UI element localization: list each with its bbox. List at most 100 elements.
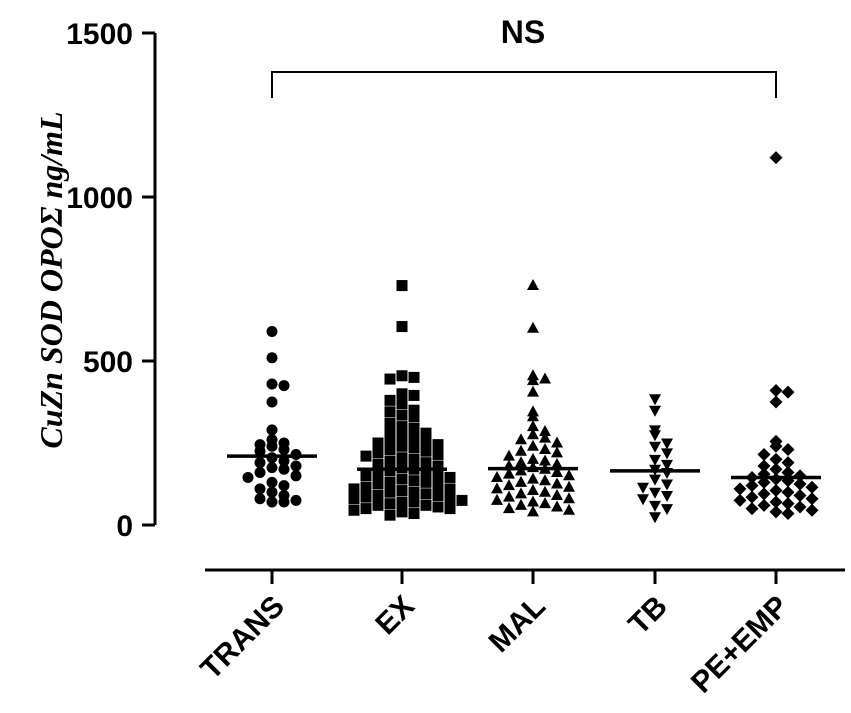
data-point [563, 492, 575, 504]
data-point [769, 439, 783, 453]
data-point [769, 452, 783, 466]
bracket-line [271, 71, 777, 98]
data-point [649, 454, 661, 466]
data-point [254, 493, 266, 505]
data-point [432, 489, 444, 501]
data-point [649, 500, 661, 512]
data-point [551, 466, 563, 478]
y-tick-label: 1000 [66, 182, 133, 215]
data-point [408, 453, 420, 465]
data-point [408, 432, 420, 444]
x-ticks: TRANS EX MAL TB PE+EMP [195, 570, 795, 700]
data-point [396, 421, 408, 433]
data-point [515, 433, 527, 445]
data-point [793, 488, 807, 502]
data-point [757, 487, 771, 501]
data-point [348, 483, 360, 495]
x-tick-label-tb: TB [622, 590, 674, 642]
data-point [503, 502, 515, 514]
data-point [649, 430, 661, 442]
data-point [408, 389, 420, 401]
data-point [396, 398, 408, 410]
y-tick-label: 500 [83, 346, 133, 379]
data-point [432, 501, 444, 513]
data-point [527, 420, 539, 432]
data-point [384, 406, 396, 418]
ns-annotation: NS [501, 14, 545, 50]
data-point [515, 456, 527, 468]
data-point [539, 431, 551, 443]
data-point [781, 507, 795, 521]
data-point [661, 459, 673, 471]
data-point [360, 503, 372, 515]
data-point [396, 321, 408, 333]
data-point [420, 467, 432, 479]
data-point [637, 482, 649, 494]
data-point [805, 480, 819, 494]
data-point [266, 476, 278, 488]
x-axis: TRANS EX MAL TB PE+EMP [195, 568, 845, 700]
data-point [278, 380, 290, 392]
data-point [444, 471, 456, 483]
data-point [456, 494, 468, 506]
data-point [515, 444, 527, 456]
data-point [420, 476, 432, 488]
data-point [649, 487, 661, 499]
data-point [491, 493, 503, 505]
data-point [408, 486, 420, 498]
data-point [408, 411, 420, 423]
data-point [420, 457, 432, 469]
data-point [384, 444, 396, 456]
data-point [372, 489, 384, 501]
data-point [539, 425, 551, 437]
data-point [396, 430, 408, 442]
data-point [793, 477, 807, 491]
data-point [551, 436, 563, 448]
data-point [278, 444, 290, 456]
data-point [396, 388, 408, 400]
data-point [254, 457, 266, 469]
data-point [649, 474, 661, 486]
data-point [384, 486, 396, 498]
data-point [793, 500, 807, 514]
data-point [408, 371, 420, 383]
data-point [503, 490, 515, 502]
data-point [396, 506, 408, 518]
data-point [805, 492, 819, 506]
data-point [396, 409, 408, 421]
data-point [408, 422, 420, 434]
data-point [278, 480, 290, 492]
data-point [527, 374, 539, 386]
data-point [527, 495, 539, 507]
data-point [384, 417, 396, 429]
data-point [266, 462, 278, 474]
data-point [432, 480, 444, 492]
data-point [266, 496, 278, 508]
data-point [539, 474, 551, 486]
data-point [396, 370, 408, 382]
data-point [551, 477, 563, 489]
data-point [551, 488, 563, 500]
data-point [769, 384, 783, 398]
data-point [372, 437, 384, 449]
data-point [781, 456, 795, 470]
data-point [503, 479, 515, 491]
data-point [396, 452, 408, 464]
data-point [384, 373, 396, 385]
data-point [444, 503, 456, 515]
data-point [266, 396, 278, 408]
data-point [396, 485, 408, 497]
data-point [348, 504, 360, 516]
data-point [539, 485, 551, 497]
data-point [290, 470, 302, 482]
data-point [769, 495, 783, 509]
data-point [539, 497, 551, 509]
data-point [420, 427, 432, 439]
data-point [551, 500, 563, 512]
y-axis-label: CuZn SOD ΟΡΟΣ ng/mL [33, 111, 69, 448]
data-point [527, 505, 539, 517]
data-point [757, 498, 771, 512]
data-point [266, 440, 278, 452]
data-point [420, 488, 432, 500]
data-point [733, 482, 747, 496]
